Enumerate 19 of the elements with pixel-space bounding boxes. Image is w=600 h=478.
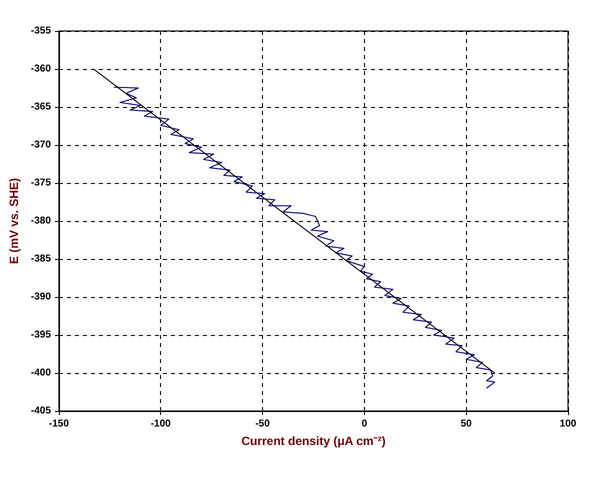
- x-tick-label: 50: [460, 418, 472, 430]
- y-tick-label: -360: [30, 64, 52, 74]
- y-tick-label: -370: [30, 140, 52, 150]
- x-axis-title: Current density (μA cm⁻²): [241, 434, 386, 448]
- y-tick-label: -390: [30, 292, 52, 302]
- y-tick-label: -365: [30, 102, 52, 112]
- x-tick-label: -100: [150, 418, 172, 430]
- y-tick-label: -355: [30, 26, 52, 36]
- y-axis-title: E (mV vs. SHE): [7, 178, 21, 264]
- y-tick-label: -385: [30, 254, 52, 264]
- y-tick-label: -395: [30, 330, 52, 340]
- y-tick-label: -405: [30, 406, 52, 416]
- x-tick-label: 0: [362, 418, 368, 430]
- y-tick-label: -375: [30, 178, 52, 188]
- y-tick-label: -400: [30, 368, 52, 378]
- x-tick-label: -50: [255, 418, 270, 430]
- y-tick-label: -380: [30, 216, 52, 226]
- x-tick-label: 100: [560, 418, 577, 430]
- x-tick-label: -150: [48, 418, 70, 430]
